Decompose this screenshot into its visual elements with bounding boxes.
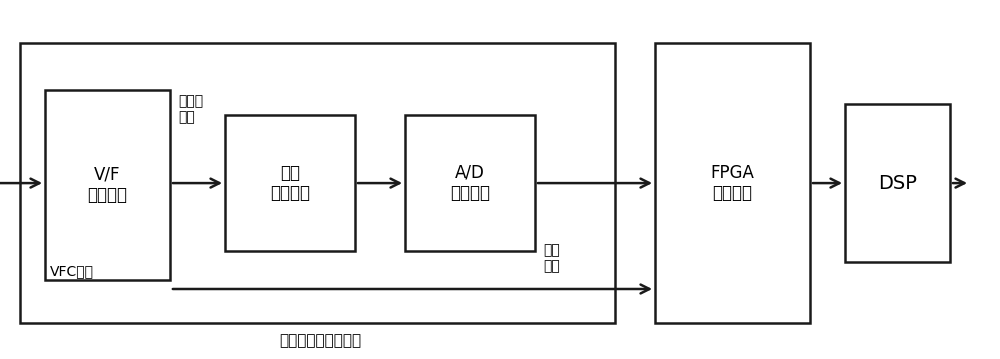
Text: 积分器
输出: 积分器 输出 — [178, 94, 203, 125]
Bar — [20, 43, 615, 323]
Text: DSP: DSP — [878, 174, 917, 192]
Text: V/F
转换模块: V/F 转换模块 — [88, 165, 128, 204]
Bar — [225, 115, 355, 251]
Text: A/D
转换模块: A/D 转换模块 — [450, 164, 490, 202]
Text: FPGA
处理模块: FPGA 处理模块 — [711, 164, 754, 202]
Text: 模拟量转换成数字量: 模拟量转换成数字量 — [279, 333, 361, 348]
Bar — [655, 43, 810, 323]
Text: VFC输出: VFC输出 — [50, 264, 94, 278]
Bar — [405, 115, 535, 251]
Text: 整数
部分: 整数 部分 — [543, 243, 560, 274]
Text: 前置
放大电路: 前置 放大电路 — [270, 164, 310, 202]
Bar — [45, 90, 170, 280]
Bar — [845, 104, 950, 262]
